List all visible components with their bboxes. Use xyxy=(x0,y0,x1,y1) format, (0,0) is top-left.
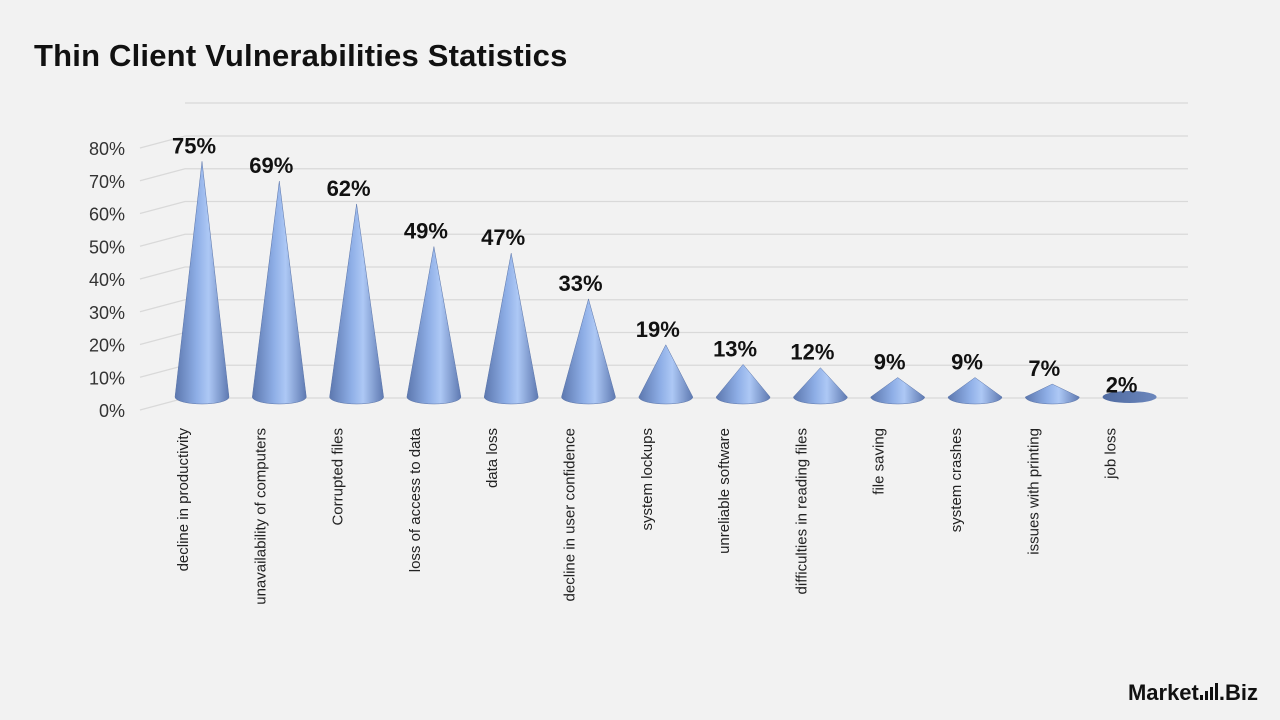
cone-body xyxy=(947,377,1003,405)
cone-bar xyxy=(406,246,462,405)
cone-bar xyxy=(483,253,539,405)
data-label: 2% xyxy=(1106,372,1138,397)
cone-bar xyxy=(793,367,848,405)
logo-text-biz: .Biz xyxy=(1218,680,1258,705)
cone-body xyxy=(1025,383,1080,405)
cone-body xyxy=(715,364,771,405)
cone-bar xyxy=(1102,391,1157,403)
data-label: 9% xyxy=(874,350,906,375)
y-tick-label: 40% xyxy=(89,270,125,290)
data-label: 33% xyxy=(558,271,602,296)
data-label: 75% xyxy=(172,133,216,158)
cone-bar xyxy=(870,377,925,405)
data-label: 7% xyxy=(1028,356,1060,381)
cone-bar xyxy=(174,161,230,405)
cone-body xyxy=(483,253,539,405)
category-label: data loss xyxy=(484,428,501,488)
grid-line xyxy=(139,168,1188,182)
grid-line xyxy=(139,266,1188,280)
cone-body xyxy=(252,180,307,405)
cone-body xyxy=(329,203,384,405)
cone-body xyxy=(870,377,925,405)
y-tick-label: 0% xyxy=(99,401,125,421)
cone-bar xyxy=(329,203,384,405)
grid-line xyxy=(139,200,1188,215)
y-tick-label: 20% xyxy=(89,336,125,356)
data-label: 69% xyxy=(249,153,293,178)
cone-bar xyxy=(638,344,694,405)
category-label: decline in productivity xyxy=(175,428,192,572)
cone-body xyxy=(174,161,230,405)
data-label: 19% xyxy=(636,317,680,342)
data-label: 12% xyxy=(790,340,834,365)
category-label: job loss xyxy=(1103,428,1120,480)
category-label: Corrupted files xyxy=(330,428,347,526)
cone-bar xyxy=(561,297,616,405)
logo-bars-icon xyxy=(1199,683,1218,700)
marketbiz-logo: Market .Biz xyxy=(1128,680,1258,706)
category-label: unreliable software xyxy=(716,428,733,554)
category-label: decline in user confidence xyxy=(562,428,579,601)
chart-title: Thin Client Vulnerabilities Statistics xyxy=(34,38,568,73)
cone-body xyxy=(406,246,462,405)
cone-body xyxy=(793,367,848,405)
grid-line xyxy=(139,233,1188,247)
grid-line xyxy=(139,135,1188,149)
category-label: system lockups xyxy=(639,428,656,531)
data-label: 49% xyxy=(404,219,448,244)
cone-bar xyxy=(715,364,771,405)
cones xyxy=(174,161,1157,405)
data-label: 47% xyxy=(481,225,525,250)
cone-bar xyxy=(1025,383,1080,405)
cone-bar xyxy=(252,180,307,405)
y-tick-label: 10% xyxy=(89,368,125,388)
grid-line xyxy=(139,299,1188,313)
category-label: loss of access to data xyxy=(407,427,424,572)
data-labels: 75% 69% 62% 49% 47% 33% 19% 13% 12% 9% 9% 7% 2% xyxy=(172,133,1138,397)
y-axis-ticks: 0% 10% 20% 30% 40% 50% 60% 70% 80% xyxy=(89,139,125,421)
cone-body xyxy=(638,344,694,405)
y-tick-label: 30% xyxy=(89,303,125,323)
logo-text-market: Market xyxy=(1127,680,1199,705)
category-label: file saving xyxy=(871,428,888,495)
cone-body xyxy=(1102,391,1157,403)
category-label: unavailability of computers xyxy=(252,428,269,605)
category-labels: decline in productivity unavailability of… xyxy=(175,427,1120,604)
category-label: issues with printing xyxy=(1025,428,1042,555)
data-label: 13% xyxy=(713,336,757,361)
cone-bar xyxy=(947,377,1003,405)
y-tick-label: 80% xyxy=(89,139,125,159)
category-label: system crashes xyxy=(948,428,965,532)
data-label: 9% xyxy=(951,350,983,375)
y-tick-label: 70% xyxy=(89,172,125,192)
y-tick-label: 50% xyxy=(89,237,125,257)
data-label: 62% xyxy=(327,176,371,201)
cone-body xyxy=(561,297,616,405)
y-tick-label: 60% xyxy=(89,205,125,225)
category-label: difficulties in reading files xyxy=(793,428,810,594)
